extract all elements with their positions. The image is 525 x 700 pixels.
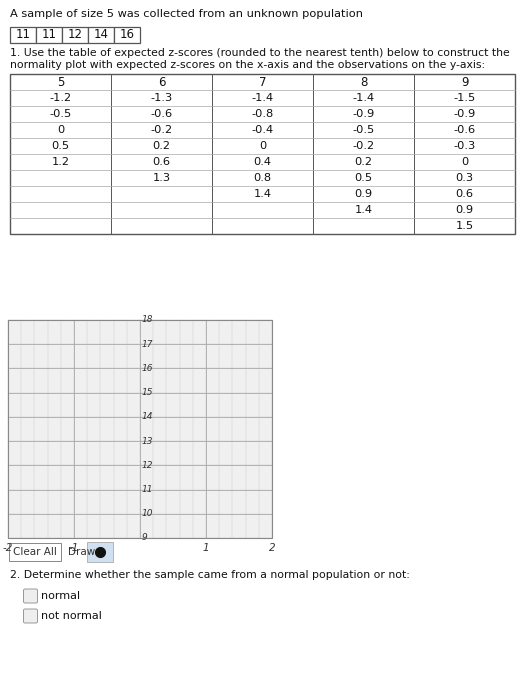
- Text: -0.4: -0.4: [251, 125, 274, 135]
- Text: 0: 0: [259, 141, 266, 151]
- Text: A sample of size 5 was collected from an unknown population: A sample of size 5 was collected from an…: [10, 9, 363, 19]
- Text: -0.6: -0.6: [151, 109, 173, 119]
- Text: 17: 17: [142, 340, 153, 349]
- Text: 5: 5: [57, 76, 64, 88]
- FancyBboxPatch shape: [36, 27, 62, 43]
- Text: 15: 15: [142, 389, 153, 397]
- Text: 0.8: 0.8: [254, 173, 271, 183]
- Text: 11: 11: [142, 485, 153, 494]
- Text: -0.5: -0.5: [49, 109, 71, 119]
- Text: 16: 16: [120, 29, 134, 41]
- Text: -0.9: -0.9: [454, 109, 476, 119]
- Text: -0.2: -0.2: [352, 141, 374, 151]
- FancyBboxPatch shape: [8, 320, 272, 538]
- Text: 1.2: 1.2: [51, 157, 69, 167]
- Text: 0.4: 0.4: [254, 157, 271, 167]
- Text: 1.4: 1.4: [354, 205, 373, 215]
- Text: Clear All: Clear All: [13, 547, 57, 557]
- Text: -0.6: -0.6: [454, 125, 476, 135]
- Text: 0.5: 0.5: [51, 141, 69, 151]
- Text: 11: 11: [16, 29, 30, 41]
- Text: 0.9: 0.9: [456, 205, 474, 215]
- Text: 2. Determine whether the sample came from a normal population or not:: 2. Determine whether the sample came fro…: [10, 570, 410, 580]
- Text: 13: 13: [142, 437, 153, 446]
- Text: 6: 6: [158, 76, 165, 88]
- Text: 0: 0: [461, 157, 468, 167]
- Text: normality plot with expected z-scores on the x-axis and the observations on the : normality plot with expected z-scores on…: [10, 60, 485, 70]
- Text: 2: 2: [269, 543, 275, 553]
- Text: normal: normal: [41, 591, 80, 601]
- Text: 1: 1: [203, 543, 209, 553]
- Text: 16: 16: [142, 364, 153, 373]
- Text: 11: 11: [41, 29, 57, 41]
- Text: 0.6: 0.6: [456, 189, 474, 199]
- Text: 1.4: 1.4: [254, 189, 271, 199]
- Text: 12: 12: [142, 461, 153, 470]
- Text: -1.4: -1.4: [251, 93, 274, 103]
- Text: 1. Use the table of expected z-scores (rounded to the nearest tenth) below to co: 1. Use the table of expected z-scores (r…: [10, 48, 510, 58]
- Text: not normal: not normal: [41, 611, 102, 621]
- Text: 0.2: 0.2: [354, 157, 373, 167]
- Text: -1.2: -1.2: [49, 93, 71, 103]
- Text: 18: 18: [142, 316, 153, 325]
- Text: -0.5: -0.5: [352, 125, 375, 135]
- Text: 0.9: 0.9: [354, 189, 373, 199]
- Text: 0.5: 0.5: [354, 173, 373, 183]
- FancyBboxPatch shape: [10, 74, 515, 234]
- Text: 9: 9: [142, 533, 148, 542]
- FancyBboxPatch shape: [87, 542, 113, 562]
- Text: 14: 14: [142, 412, 153, 421]
- FancyBboxPatch shape: [24, 609, 37, 623]
- Text: 10: 10: [142, 510, 153, 518]
- FancyBboxPatch shape: [62, 27, 88, 43]
- Text: -0.3: -0.3: [454, 141, 476, 151]
- Text: -0.2: -0.2: [151, 125, 173, 135]
- Text: 8: 8: [360, 76, 367, 88]
- Text: -2: -2: [3, 543, 13, 553]
- Text: 0: 0: [57, 125, 64, 135]
- Text: 12: 12: [68, 29, 82, 41]
- FancyBboxPatch shape: [114, 27, 140, 43]
- Text: 1.3: 1.3: [152, 173, 171, 183]
- Text: -0.9: -0.9: [352, 109, 375, 119]
- Text: 9: 9: [461, 76, 468, 88]
- Text: -1.5: -1.5: [454, 93, 476, 103]
- Text: 7: 7: [259, 76, 266, 88]
- Text: -1.3: -1.3: [150, 93, 173, 103]
- Text: 0.6: 0.6: [152, 157, 171, 167]
- Text: Draw:: Draw:: [68, 547, 98, 557]
- Text: -1: -1: [69, 543, 79, 553]
- FancyBboxPatch shape: [9, 543, 61, 561]
- Text: 0.2: 0.2: [152, 141, 171, 151]
- Text: -0.8: -0.8: [251, 109, 274, 119]
- Text: 14: 14: [93, 29, 109, 41]
- FancyBboxPatch shape: [24, 589, 37, 603]
- Text: -1.4: -1.4: [352, 93, 374, 103]
- FancyBboxPatch shape: [88, 27, 114, 43]
- Text: 0.3: 0.3: [456, 173, 474, 183]
- FancyBboxPatch shape: [10, 27, 36, 43]
- Text: 1.5: 1.5: [456, 221, 474, 231]
